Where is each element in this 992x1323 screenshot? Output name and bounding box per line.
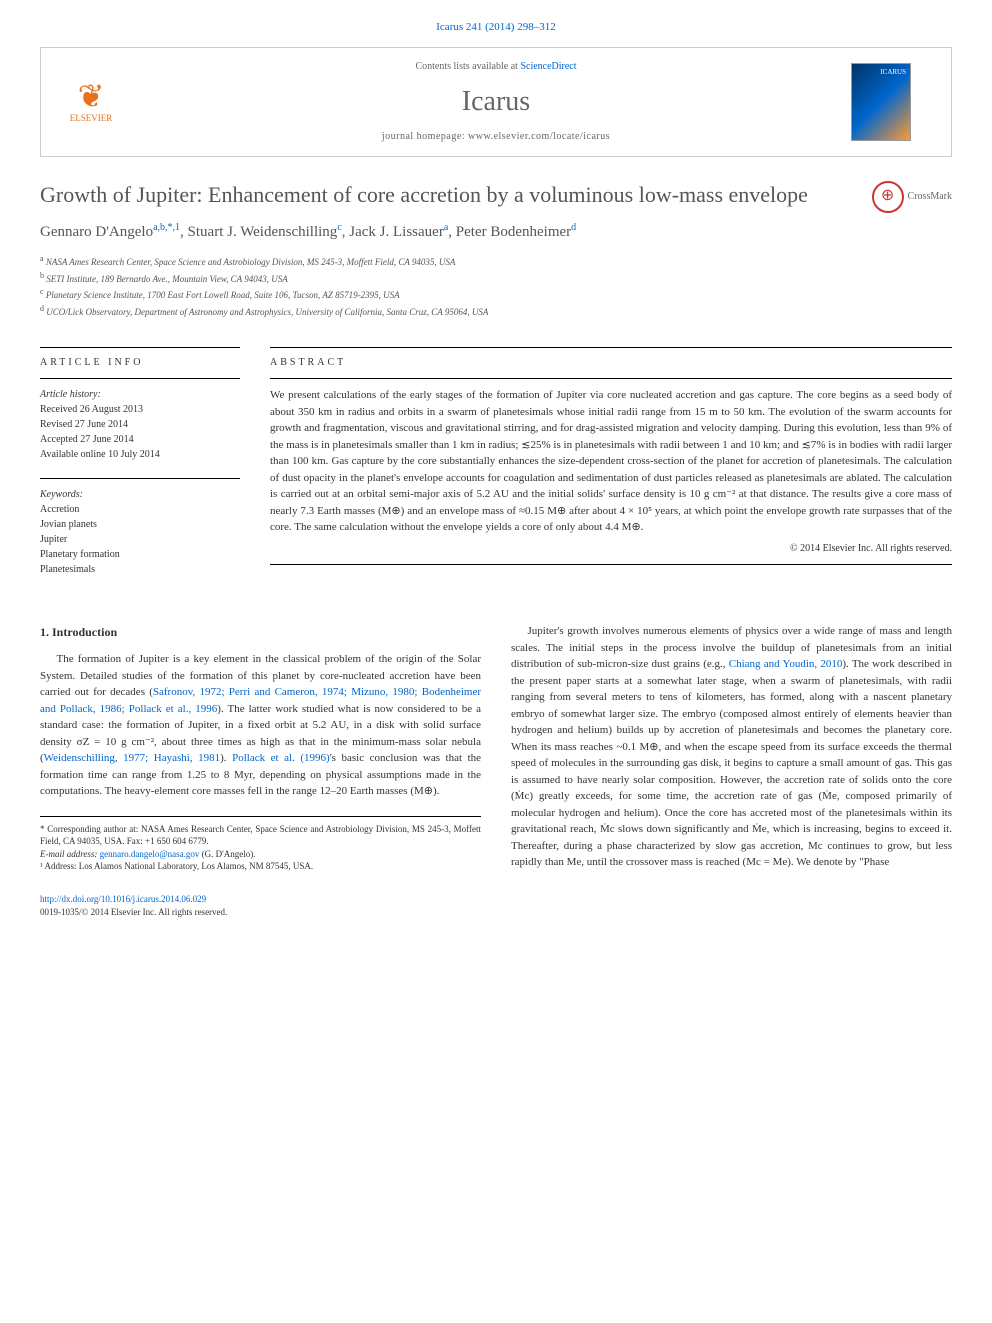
author-list: Gennaro D'Angeloa,b,*,1, Stuart J. Weide… bbox=[40, 221, 952, 243]
cover-label: ICARUS bbox=[880, 68, 906, 78]
history-item: Available online 10 July 2014 bbox=[40, 447, 240, 462]
keywords-block: Keywords: Accretion Jovian planets Jupit… bbox=[40, 487, 240, 577]
journal-homepage: journal homepage: www.elsevier.com/locat… bbox=[141, 130, 851, 144]
keyword: Planetary formation bbox=[40, 547, 240, 562]
author: Jack J. Lissauera bbox=[349, 224, 448, 240]
crossmark-label: CrossMark bbox=[908, 190, 952, 203]
email-link[interactable]: gennaro.dangelo@nasa.gov bbox=[100, 849, 200, 859]
page-footer: http://dx.doi.org/10.1016/j.icarus.2014.… bbox=[40, 893, 952, 918]
article-info-column: ARTICLE INFO Article history: Received 2… bbox=[40, 339, 240, 593]
abstract-label: ABSTRACT bbox=[270, 356, 952, 370]
doi-link[interactable]: http://dx.doi.org/10.1016/j.icarus.2014.… bbox=[40, 893, 952, 906]
affiliation: a NASA Ames Research Center, Space Scien… bbox=[40, 253, 952, 270]
abstract-text: We present calculations of the early sta… bbox=[270, 387, 952, 536]
corresponding-author-note: * Corresponding author at: NASA Ames Res… bbox=[40, 823, 481, 848]
crossmark-badge[interactable]: ⊕ CrossMark bbox=[872, 181, 952, 213]
issn-copyright: 0019-1035/© 2014 Elsevier Inc. All right… bbox=[40, 906, 952, 919]
abstract-column: ABSTRACT We present calculations of the … bbox=[270, 339, 952, 593]
header-center: Contents lists available at ScienceDirec… bbox=[141, 60, 851, 143]
address-note: ¹ Address: Los Alamos National Laborator… bbox=[40, 860, 481, 873]
article-info-label: ARTICLE INFO bbox=[40, 356, 240, 370]
email-line: E-mail address: gennaro.dangelo@nasa.gov… bbox=[40, 848, 481, 861]
journal-header: ❦ ELSEVIER Contents lists available at S… bbox=[40, 47, 952, 156]
info-abstract-row: ARTICLE INFO Article history: Received 2… bbox=[40, 339, 952, 593]
keyword: Jovian planets bbox=[40, 517, 240, 532]
body-paragraph: Jupiter's growth involves numerous eleme… bbox=[511, 623, 952, 871]
elsevier-label: ELSEVIER bbox=[70, 112, 113, 125]
footnotes: * Corresponding author at: NASA Ames Res… bbox=[40, 816, 481, 873]
journal-name: Icarus bbox=[141, 82, 851, 121]
homepage-url[interactable]: www.elsevier.com/locate/icarus bbox=[468, 131, 610, 142]
keyword: Jupiter bbox=[40, 532, 240, 547]
author: Gennaro D'Angeloa,b,*,1 bbox=[40, 224, 180, 240]
affiliations: a NASA Ames Research Center, Space Scien… bbox=[40, 253, 952, 319]
affiliation: d UCO/Lick Observatory, Department of As… bbox=[40, 303, 952, 320]
top-citation: Icarus 241 (2014) 298–312 bbox=[40, 20, 952, 35]
elsevier-tree-icon: ❦ bbox=[78, 80, 105, 112]
abstract-copyright: © 2014 Elsevier Inc. All rights reserved… bbox=[270, 542, 952, 556]
author: Stuart J. Weidenschillingc bbox=[188, 224, 342, 240]
citation-link[interactable]: Chiang and Youdin, 2010 bbox=[729, 658, 843, 670]
affiliation: c Planetary Science Institute, 1700 East… bbox=[40, 286, 952, 303]
history-item: Received 26 August 2013 bbox=[40, 402, 240, 417]
elsevier-logo[interactable]: ❦ ELSEVIER bbox=[61, 67, 121, 137]
history-item: Accepted 27 June 2014 bbox=[40, 432, 240, 447]
citation-link[interactable]: Weidenschilling, 1977; Hayashi, 1981 bbox=[44, 752, 220, 764]
citation-link[interactable]: Pollack et al. (1996) bbox=[232, 752, 330, 764]
journal-cover-area: ICARUS bbox=[851, 63, 931, 141]
crossmark-icon: ⊕ bbox=[872, 181, 904, 213]
section-heading: 1. Introduction bbox=[40, 623, 481, 641]
publisher-logo-area: ❦ ELSEVIER bbox=[61, 67, 141, 137]
keyword: Accretion bbox=[40, 502, 240, 517]
sciencedirect-link[interactable]: ScienceDirect bbox=[520, 61, 576, 72]
body-paragraph: The formation of Jupiter is a key elemen… bbox=[40, 651, 481, 800]
journal-cover-thumbnail[interactable]: ICARUS bbox=[851, 63, 911, 141]
contents-lists-line: Contents lists available at ScienceDirec… bbox=[141, 60, 851, 74]
author: Peter Bodenheimerd bbox=[456, 224, 576, 240]
article-title: Growth of Jupiter: Enhancement of core a… bbox=[40, 181, 952, 210]
affiliation: b SETI Institute, 189 Bernardo Ave., Mou… bbox=[40, 270, 952, 287]
history-item: Revised 27 June 2014 bbox=[40, 417, 240, 432]
keyword: Planetesimals bbox=[40, 562, 240, 577]
article-history: Article history: Received 26 August 2013… bbox=[40, 387, 240, 462]
article-body: 1. Introduction The formation of Jupiter… bbox=[40, 623, 952, 873]
